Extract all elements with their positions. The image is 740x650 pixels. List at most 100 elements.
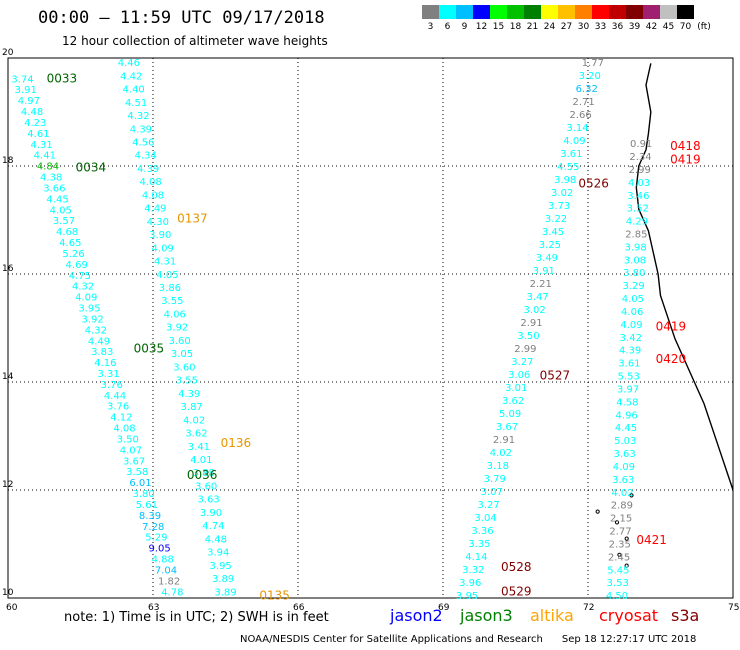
wave-height-value: 5.09 [499, 409, 521, 420]
wave-height-value: 3.36 [471, 526, 493, 537]
wave-height-value: 4.06 [164, 309, 186, 320]
wave-height-value: 3.98 [625, 242, 647, 253]
wave-height-value: 4.12 [110, 413, 132, 424]
wave-height-value: 3.27 [511, 357, 533, 368]
wave-height-value: 4.05 [622, 294, 644, 305]
wave-height-value: 4.65 [59, 238, 81, 249]
wave-height-value: 4.14 [465, 552, 487, 563]
pass-time-label: 0419 [656, 320, 687, 334]
island [614, 520, 620, 525]
wave-height-value: 4.46 [118, 58, 140, 69]
legend-swatch-39 [626, 5, 643, 19]
wave-height-value: 3.52 [627, 204, 649, 215]
wave-height-value: 4.84 [37, 162, 59, 173]
wave-height-value: 3.63 [613, 449, 635, 460]
wave-height-value: 7.04 [155, 565, 177, 576]
wave-height-value: 4.88 [152, 555, 174, 566]
wave-height-value: 4.39 [619, 346, 641, 357]
wave-height-value: 3.35 [468, 539, 490, 550]
legend-swatch-45 [660, 5, 677, 19]
wave-height-value: 3.73 [548, 201, 570, 212]
wave-height-value: 2.77 [609, 527, 631, 538]
wave-height-value: 3.92 [166, 323, 188, 334]
satellite-jason3: jason3 [460, 606, 513, 625]
wave-height-value: 4.31 [154, 257, 176, 268]
wave-height-value: 3.08 [624, 255, 646, 266]
wave-height-value: 9.05 [148, 544, 170, 555]
wave-height-value: 3.57 [53, 216, 75, 227]
lon-tick-label: 69 [438, 603, 450, 613]
legend-swatch-42 [643, 5, 660, 19]
wave-height-value: 4.78 [161, 587, 183, 598]
wave-height-value: 3.89 [212, 574, 234, 585]
wave-height-value: 3.61 [560, 149, 582, 160]
legend-label-70: 70 [679, 22, 692, 32]
wave-height-value: 4.49 [144, 204, 166, 215]
satellite-jason2: jason2 [390, 606, 443, 625]
wave-height-value: 3.86 [159, 283, 181, 294]
legend-label-18: 18 [509, 22, 522, 32]
wave-height-value: 4.51 [125, 98, 147, 109]
wave-height-value: 4.08 [113, 424, 135, 435]
footer-credit: NOAA/NESDIS Center for Satellite Applica… [240, 634, 697, 645]
island [595, 509, 600, 514]
wave-height-value: 3.04 [474, 513, 496, 524]
wave-height-value: 2.34 [629, 152, 651, 163]
wave-height-value: 4.08 [142, 190, 164, 201]
pass-time-label: 0527 [540, 368, 571, 382]
wave-height-value: 3.83 [91, 347, 113, 358]
coastline [635, 63, 734, 491]
wave-height-value: 3.42 [620, 333, 642, 344]
wave-height-value: 4.40 [123, 85, 145, 96]
wave-height-value: 8.39 [139, 511, 161, 522]
wave-height-value: 2.89 [611, 501, 633, 512]
wave-height-value: 4.31 [30, 140, 52, 151]
wave-height-value: 4.39 [130, 124, 152, 135]
lat-tick-label: 20 [2, 48, 14, 58]
wave-height-value: 3.60 [168, 336, 190, 347]
legend-label-42: 42 [645, 22, 658, 32]
wave-height-value: 4.06 [621, 307, 643, 318]
wave-height-value: 3.06 [508, 370, 530, 381]
legend-swatch-30 [575, 5, 592, 19]
pass-time-label: 0528 [501, 560, 532, 574]
wave-height-value: 6.32 [576, 84, 598, 95]
wave-height-value: 2.15 [610, 514, 632, 525]
wave-height-value: 3.60 [173, 362, 195, 373]
legend-label-33: 33 [594, 22, 607, 32]
wave-height-value: 3.20 [579, 71, 601, 82]
wave-height-value: 3.50 [517, 331, 539, 342]
wave-height-value: 4.32 [85, 325, 107, 336]
wave-height-value: 4.50 [606, 591, 628, 602]
pass-time-label: 0418 [670, 139, 701, 153]
lat-tick-label: 10 [2, 588, 14, 598]
wave-height-value: 3.66 [43, 183, 65, 194]
wave-height-value: 2.91 [493, 435, 515, 446]
wave-height-value: 3.95 [210, 561, 232, 572]
pass-time-label: 0035 [134, 341, 165, 355]
wave-height-value: 4.09 [152, 243, 174, 254]
pass-time-label: 0137 [177, 212, 208, 226]
wave-height-value: 4.05 [156, 270, 178, 281]
legend-label-9: 9 [461, 22, 468, 32]
legend-swatch-15 [490, 5, 507, 19]
wave-height-value: 3.67 [123, 456, 145, 467]
wave-height-value: 3.14 [566, 123, 588, 134]
island [624, 536, 629, 541]
wave-height-value: 2.45 [608, 552, 630, 563]
wave-height-value: 4.48 [205, 534, 227, 545]
wave-height-value: 4.02 [611, 488, 633, 499]
wave-height-value: 3.05 [171, 349, 193, 360]
wave-height-value: 5.45 [607, 565, 629, 576]
wave-height-value: 2.99 [514, 344, 536, 355]
pass-time-label: 0420 [656, 352, 687, 366]
wave-height-value: 3.02 [523, 305, 545, 316]
wave-height-value: 3.74 [11, 74, 33, 85]
wave-height-value: 4.23 [24, 118, 46, 129]
wave-height-value: 3.87 [181, 402, 203, 413]
wave-height-value: 5.61 [136, 500, 158, 511]
legend-swatch-6 [439, 5, 456, 19]
legend-swatch-9 [456, 5, 473, 19]
legend-label-3: 3 [427, 22, 434, 32]
